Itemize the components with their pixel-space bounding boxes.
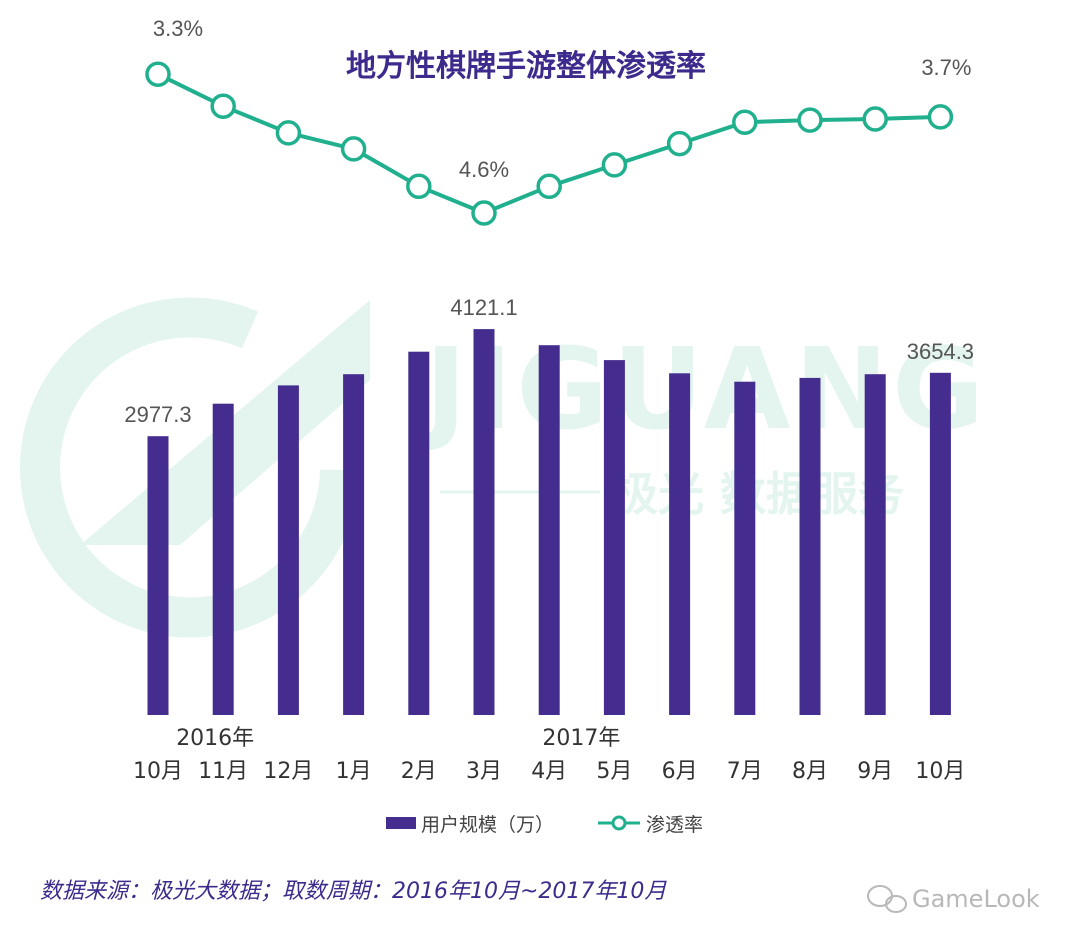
year-labels: 2016年 2017年 [176, 726, 620, 751]
penetration-point-10 [797, 107, 823, 133]
penetration-point-1 [210, 93, 236, 119]
penetration-point-7 [601, 152, 628, 178]
legend: 用户规模（万） 渗透率 [386, 814, 703, 836]
x-tick-2: 12月 [263, 759, 313, 784]
year-label-1: 2017年 [542, 726, 620, 751]
bar-3 [343, 374, 365, 715]
bar-label-5: 4121.1 [450, 295, 517, 320]
bar-2 [277, 385, 299, 715]
line-label-5: 4.6% [459, 157, 509, 182]
x-tick-10: 8月 [792, 759, 828, 784]
x-axis-ticks: 10月 11月 12月 1月 2月 3月 4月 5月 6月 7月 8月 9月 10月 [133, 759, 965, 784]
x-tick-0: 10月 [133, 759, 183, 784]
legend-label-users: 用户规模（万） [421, 814, 554, 836]
x-tick-4: 2月 [401, 759, 437, 784]
bar-12 [929, 372, 951, 715]
watermark: JIGUANG 极光 数据服务 [20, 297, 988, 638]
bar-1 [212, 403, 234, 715]
watermark-subtitle: 极光 数据服务 [612, 467, 904, 521]
bar-10 [799, 377, 821, 715]
penetration-point-2 [275, 120, 302, 146]
bar-4 [408, 351, 430, 715]
bar-9 [734, 381, 756, 715]
penetration-point-6 [536, 173, 562, 200]
wechat-icon [867, 885, 907, 913]
x-tick-8: 6月 [662, 759, 698, 784]
line-label-12: 3.7% [921, 55, 971, 80]
legend-swatch-users [386, 817, 416, 829]
year-label-0: 2016年 [176, 726, 254, 751]
bar-6 [538, 345, 560, 715]
source-note: 数据来源：极光大数据；取数周期：2016年10月~2017年10月 [40, 879, 667, 904]
penetration-point-8 [666, 130, 693, 157]
bar-11 [864, 374, 886, 715]
x-tick-9: 7月 [727, 759, 763, 784]
watermark-logo-icon [20, 297, 370, 638]
watermark-brand: JIGUANG [418, 325, 988, 455]
legend-swatch-penetration-marker [611, 815, 627, 831]
footer-brand: GameLook [912, 885, 1040, 913]
x-tick-3: 1月 [336, 759, 372, 784]
penetration-point-12 [927, 104, 954, 130]
bar-label-12: 3654.3 [907, 339, 974, 364]
x-tick-7: 5月 [596, 759, 632, 784]
penetration-point-4 [406, 173, 432, 200]
penetration-point-3 [340, 136, 367, 162]
line-label-0: 3.3% [153, 16, 203, 41]
legend-label-penetration: 渗透率 [646, 814, 703, 836]
x-tick-6: 4月 [531, 759, 567, 784]
penetration-point-11 [862, 106, 888, 132]
penetration-point-0 [145, 61, 171, 87]
x-tick-5: 3月 [466, 759, 502, 784]
x-tick-12: 10月 [915, 759, 965, 784]
bar-0 [147, 436, 169, 715]
bar-8 [669, 373, 691, 715]
bar-labels: 2977.3 4121.1 3654.3 [124, 295, 974, 427]
bar-label-0: 2977.3 [124, 402, 191, 427]
chart-title: 地方性棋牌手游整体渗透率 [346, 49, 706, 84]
bar-series [147, 329, 951, 715]
x-tick-11: 9月 [857, 759, 893, 784]
bar-7 [603, 360, 625, 715]
x-tick-1: 11月 [198, 759, 248, 784]
line-labels: 3.3% 4.6% 3.7% [153, 16, 972, 182]
bar-5 [473, 329, 495, 715]
penetration-point-5 [471, 200, 497, 226]
penetration-point-9 [732, 109, 758, 135]
line-series [145, 61, 954, 226]
